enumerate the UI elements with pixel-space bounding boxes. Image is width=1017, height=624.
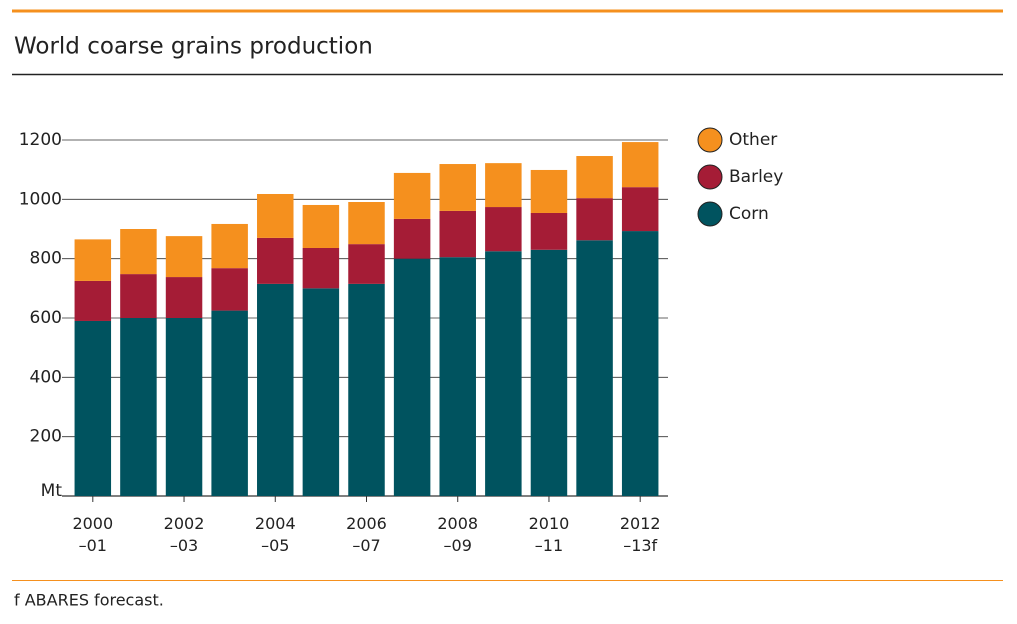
bar-segment	[439, 210, 476, 258]
bar-segment	[348, 283, 385, 496]
bar-segment	[302, 204, 340, 248]
y-tick-label: Mt	[41, 481, 63, 501]
bar-segment	[302, 247, 340, 289]
bar-segment	[348, 202, 385, 245]
y-tick-label: 600	[30, 308, 62, 328]
legend-swatch	[697, 164, 723, 190]
y-tick-label: 1200	[19, 130, 62, 150]
bar-segment	[530, 169, 568, 213]
bar-segment	[439, 164, 476, 211]
y-tick-label: 800	[30, 249, 62, 269]
bar-segment	[530, 249, 568, 496]
bar-segment	[439, 257, 476, 496]
bar-segment	[74, 280, 112, 321]
bar-segment	[165, 277, 203, 318]
x-tick-label: 2002 –03	[163, 514, 205, 555]
legend-swatch	[697, 127, 723, 153]
bar-segment	[393, 258, 431, 496]
bar-segment	[257, 283, 294, 496]
x-tick-label: 2000 –01	[72, 514, 114, 555]
bar-segment	[348, 244, 385, 284]
bar-segment	[120, 229, 157, 275]
bar-segment	[530, 212, 568, 250]
bar-segment	[257, 237, 294, 284]
bar-segment	[393, 172, 431, 219]
bar-segment	[74, 239, 112, 281]
bar-segment	[211, 268, 248, 311]
bar-segment	[211, 310, 248, 496]
y-tick-label: 1000	[19, 189, 62, 209]
legend-swatch	[697, 201, 723, 227]
bar-segment	[257, 193, 294, 238]
bar-segment	[621, 231, 659, 496]
bar-segment	[576, 156, 613, 199]
bar-segment	[621, 142, 659, 188]
bar-segment	[485, 163, 522, 208]
bar-segment	[621, 187, 659, 232]
bar-segment	[120, 318, 157, 496]
bar-segment	[165, 236, 203, 278]
bar-segment	[165, 318, 203, 496]
legend-label: Other	[729, 130, 777, 150]
bar-segment	[485, 207, 522, 252]
y-tick-label: 200	[30, 427, 62, 447]
x-tick-label: 2010 –11	[528, 514, 570, 555]
bar-segment	[302, 288, 340, 496]
legend-label: Barley	[729, 167, 783, 187]
x-tick-label: 2008 –09	[437, 514, 479, 555]
x-tick-label: 2012 –13f	[619, 514, 661, 555]
bar-segment	[393, 218, 431, 259]
bar-segment	[576, 240, 613, 496]
chart-title: World coarse grains production	[14, 34, 373, 60]
footnote: f ABARES forecast.	[14, 591, 164, 610]
bar-segment	[120, 274, 157, 318]
bar-segment	[485, 251, 522, 496]
x-tick-label: 2004 –05	[254, 514, 296, 555]
y-tick-label: 400	[30, 367, 62, 387]
x-tick-label: 2006 –07	[346, 514, 387, 555]
bar-segment	[74, 320, 112, 496]
legend-label: Corn	[729, 204, 769, 224]
bar-segment	[211, 223, 248, 269]
bar-segment	[576, 198, 613, 241]
